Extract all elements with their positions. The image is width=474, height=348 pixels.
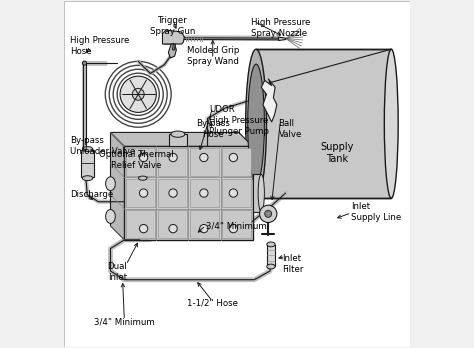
Polygon shape (163, 30, 184, 44)
Bar (81, 150, 94, 177)
Ellipse shape (171, 131, 185, 137)
Text: 3/4" Minimum: 3/4" Minimum (94, 318, 155, 327)
Bar (126, 210, 155, 238)
Ellipse shape (384, 49, 398, 198)
Circle shape (139, 189, 148, 197)
Circle shape (264, 211, 272, 218)
Polygon shape (110, 132, 124, 240)
Text: Discharge: Discharge (70, 190, 113, 199)
Circle shape (229, 153, 237, 162)
Ellipse shape (82, 176, 93, 181)
Text: Dual
Inlet: Dual Inlet (108, 262, 128, 283)
Circle shape (132, 88, 144, 100)
Bar (190, 210, 219, 238)
Bar (158, 148, 187, 176)
Polygon shape (164, 37, 174, 44)
Circle shape (139, 224, 148, 233)
Bar (169, 134, 187, 146)
Text: By-pass
Hose: By-pass Hose (196, 119, 230, 139)
Text: Molded Grip
Spray Wand: Molded Grip Spray Wand (187, 46, 239, 66)
Text: UDOR
High Pressure
Plunger Pump: UDOR High Pressure Plunger Pump (210, 105, 269, 136)
Text: Supply
Tank: Supply Tank (321, 142, 354, 164)
Bar (126, 179, 155, 207)
Bar (138, 157, 147, 177)
Circle shape (169, 189, 177, 197)
Polygon shape (168, 44, 176, 58)
Polygon shape (256, 49, 391, 198)
Text: Ball
Valve: Ball Valve (279, 119, 302, 139)
Bar (126, 148, 155, 176)
Text: 3/4" Minimum: 3/4" Minimum (206, 221, 266, 230)
Bar (267, 245, 275, 266)
Bar (158, 210, 187, 238)
Bar (158, 179, 187, 207)
Circle shape (82, 61, 87, 65)
Polygon shape (110, 132, 253, 146)
Circle shape (200, 189, 208, 197)
Bar (253, 174, 261, 212)
Circle shape (169, 153, 177, 162)
Ellipse shape (138, 176, 147, 180)
Bar (222, 148, 251, 176)
Polygon shape (256, 49, 391, 87)
Bar (222, 179, 251, 207)
Polygon shape (173, 44, 175, 50)
Text: High Pressure
Spray Nozzle: High Pressure Spray Nozzle (251, 18, 310, 38)
Circle shape (200, 153, 208, 162)
Text: Trigger
Spray Gun: Trigger Spray Gun (150, 16, 196, 37)
Polygon shape (279, 37, 285, 41)
Ellipse shape (82, 147, 93, 151)
Ellipse shape (248, 64, 264, 183)
Ellipse shape (106, 177, 115, 191)
Ellipse shape (258, 174, 264, 212)
Ellipse shape (246, 49, 266, 198)
Text: 1-1/2" Hose: 1-1/2" Hose (187, 299, 238, 308)
Circle shape (229, 224, 237, 233)
Circle shape (200, 224, 208, 233)
Circle shape (260, 205, 277, 222)
Bar (190, 179, 219, 207)
Circle shape (229, 189, 237, 197)
Ellipse shape (267, 264, 275, 269)
Ellipse shape (138, 154, 147, 158)
Text: High Pressure
Hose: High Pressure Hose (70, 36, 129, 56)
Bar (222, 210, 251, 238)
Bar (190, 148, 219, 176)
Text: Inlet
Filter: Inlet Filter (282, 254, 303, 274)
Text: Inlet
Supply Line: Inlet Supply Line (351, 202, 401, 222)
Circle shape (139, 153, 148, 162)
Text: By-pass
Unloader Valve: By-pass Unloader Valve (70, 136, 135, 156)
Polygon shape (261, 79, 277, 122)
Circle shape (120, 76, 156, 112)
Ellipse shape (106, 209, 115, 223)
Text: Optional Thermal
Relief Valve: Optional Thermal Relief Valve (99, 150, 174, 170)
Circle shape (169, 224, 177, 233)
Bar (124, 146, 253, 240)
Ellipse shape (267, 242, 275, 247)
